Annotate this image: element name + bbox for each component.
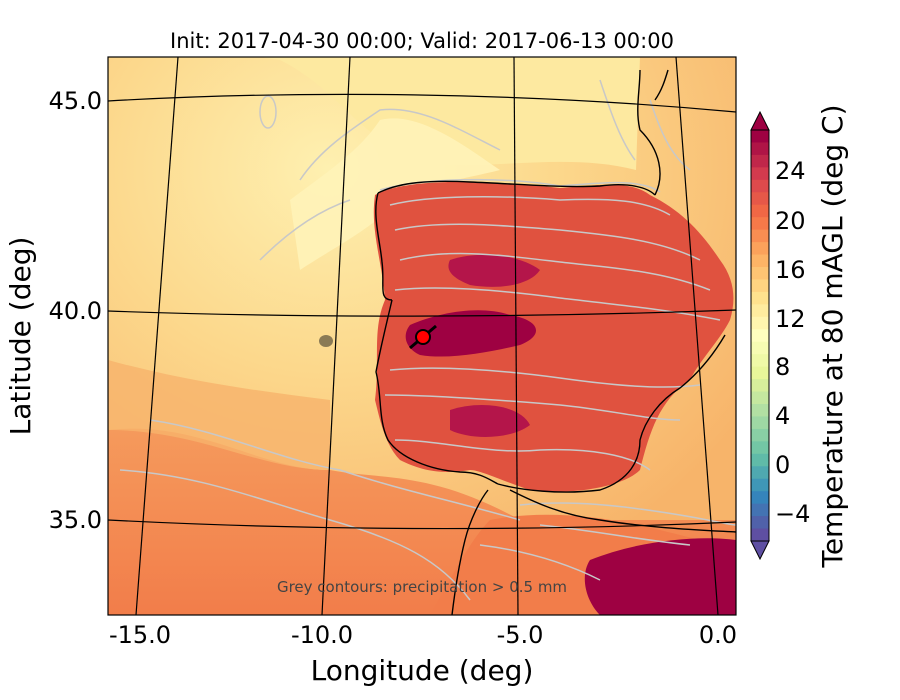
colorbar-band xyxy=(751,267,769,281)
colorbar: 24 20 16 12 8 4 0 −4 Temperature at 80 m… xyxy=(750,104,849,569)
colorbar-band xyxy=(751,279,769,293)
colorbar-band xyxy=(751,416,769,430)
colorbar-extend-bottom xyxy=(750,540,770,561)
iberia-hot-core xyxy=(405,310,537,357)
colorbar-tick-label: 16 xyxy=(775,256,806,284)
colorbar-band xyxy=(751,304,769,318)
colorbar-frame xyxy=(750,129,770,542)
colorbar-band xyxy=(751,154,769,168)
x-tick-label: -10.0 xyxy=(291,621,353,649)
y-tick-label: 35.0 xyxy=(49,506,102,534)
colorbar-band xyxy=(751,192,769,206)
x-axis: -15.0 -10.0 -5.0 0.0 xyxy=(109,621,737,649)
colorbar-tick-label: 8 xyxy=(775,353,790,381)
y-tick-label: 40.0 xyxy=(49,297,102,325)
colorbar-tick-label: 24 xyxy=(775,157,806,185)
chart-title: Init: 2017-04-30 00:00; Valid: 2017-06-1… xyxy=(170,29,674,53)
x-tick-label: -5.0 xyxy=(497,621,544,649)
colorbar-band xyxy=(751,229,769,243)
iberia-hot-north xyxy=(448,254,540,287)
colorbar-band xyxy=(751,254,769,268)
graticule xyxy=(107,56,737,616)
colorbar-band xyxy=(751,379,769,393)
colorbar-band xyxy=(751,391,769,405)
colorbar-tick-label: 0 xyxy=(775,451,790,479)
colorbar-band xyxy=(751,217,769,231)
north-cool-sea xyxy=(260,57,640,170)
y-axis-label: Latitude (deg) xyxy=(4,237,37,436)
colorbar-extend-top xyxy=(750,110,770,131)
iberia-hot-south xyxy=(450,405,530,437)
island-patch xyxy=(319,335,333,347)
colorbar-band xyxy=(751,167,769,181)
coastline xyxy=(375,69,736,615)
colorbar-label: Temperature at 80 mAGL (deg C) xyxy=(816,104,849,568)
colorbar-band xyxy=(751,453,769,467)
colorbar-band xyxy=(751,404,769,418)
colorbar-tick-label: −4 xyxy=(775,500,810,528)
map-frame xyxy=(107,56,737,616)
colorbar-band xyxy=(751,142,769,156)
x-axis-label: Longitude (deg) xyxy=(311,654,534,687)
y-tick-label: 45.0 xyxy=(49,87,102,115)
colorbar-band xyxy=(751,503,769,517)
x-tick-label: -15.0 xyxy=(109,621,171,649)
colorbar-bands xyxy=(751,130,769,542)
colorbar-band xyxy=(751,516,769,530)
colorbar-tick-label: 20 xyxy=(775,207,806,235)
colorbar-tick-label: 12 xyxy=(775,305,806,333)
colorbar-band xyxy=(751,491,769,505)
colorbar-band xyxy=(751,354,769,368)
precipitation-contours xyxy=(119,79,736,601)
colorbar-ticks: 24 20 16 12 8 4 0 −4 xyxy=(775,157,810,528)
location-marker xyxy=(409,324,437,350)
colorbar-band xyxy=(751,478,769,492)
colorbar-band xyxy=(751,528,769,542)
colorbar-band xyxy=(751,366,769,380)
x-tick-label: 0.0 xyxy=(699,621,737,649)
colorbar-band xyxy=(751,130,769,144)
map-panel xyxy=(108,57,736,615)
colorbar-band xyxy=(751,179,769,193)
colorbar-band xyxy=(751,428,769,442)
colorbar-band xyxy=(751,204,769,218)
colorbar-band xyxy=(751,441,769,455)
sea-band xyxy=(108,360,330,470)
colorbar-tick-label: 4 xyxy=(775,402,790,430)
colorbar-band xyxy=(751,291,769,305)
colorbar-band xyxy=(751,329,769,343)
colorbar-band xyxy=(751,316,769,330)
colorbar-band xyxy=(751,242,769,256)
precipitation-note: Grey contours: precipitation > 0.5 mm xyxy=(277,578,567,596)
africa-hot-area xyxy=(584,538,736,615)
colorbar-band xyxy=(751,341,769,355)
y-axis: 45.0 40.0 35.0 xyxy=(49,87,102,534)
colorbar-band xyxy=(751,466,769,480)
